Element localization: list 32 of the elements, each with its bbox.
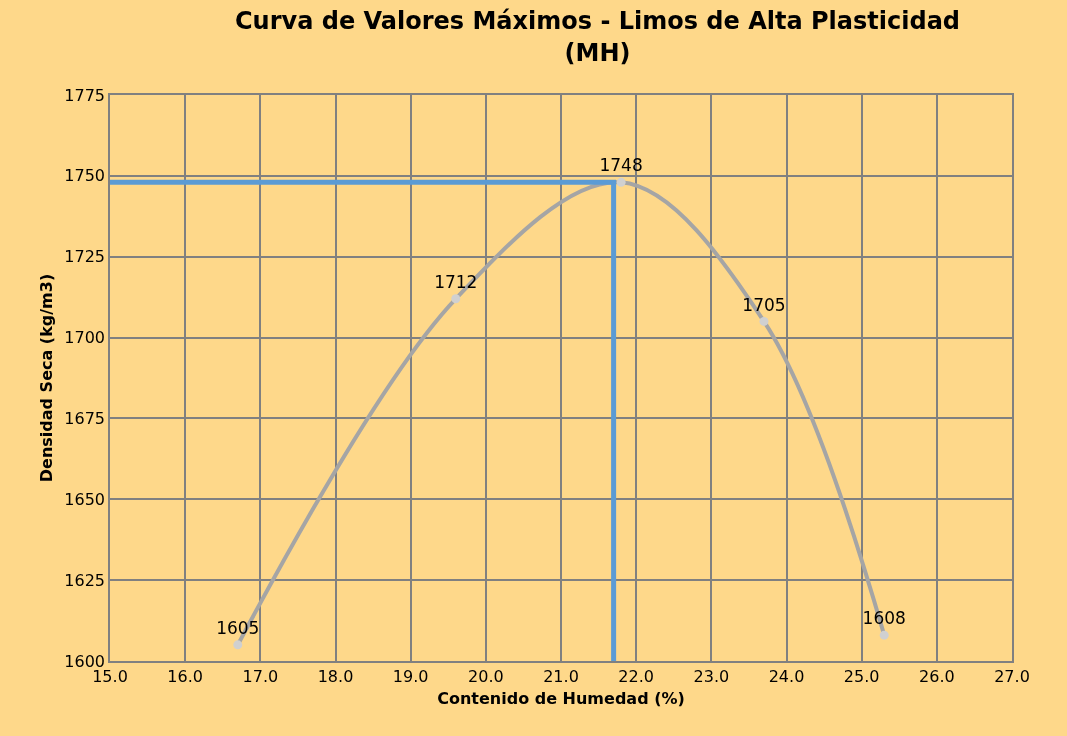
- x-tick-label: 16.0: [167, 666, 203, 686]
- point: [759, 316, 769, 326]
- y-tick-label: 1750: [64, 166, 106, 186]
- y-axis-title: Densidad Seca (kg/m3): [36, 273, 56, 483]
- x-axis-title: Contenido de Humedad (%): [437, 689, 685, 709]
- chart-title: Curva de Valores Máximos - Limos de Alta Plasticidad (MH): [235, 7, 961, 67]
- point: [451, 294, 461, 304]
- x-tick-label: 21.0: [543, 666, 579, 686]
- x-tick-label: 27.0: [994, 666, 1030, 686]
- x-tick-label: 17.0: [242, 666, 279, 686]
- x-tick-label: 25.0: [843, 666, 880, 686]
- x-tick-label: 19.0: [392, 666, 429, 686]
- data-label: 1605: [216, 617, 260, 638]
- data-label: 1705: [742, 294, 786, 315]
- point: [233, 640, 243, 650]
- y-tick-label: 1650: [64, 489, 106, 509]
- x-tick-label: 23.0: [693, 666, 730, 686]
- point: [879, 630, 889, 640]
- data-label: 1712: [434, 271, 478, 292]
- x-tick-label: 26.0: [919, 666, 955, 686]
- point: [616, 177, 626, 187]
- y-tick-label: 1775: [64, 85, 106, 105]
- y-tick-label: 1625: [64, 570, 106, 590]
- data-label: 1608: [862, 608, 906, 629]
- x-tick-label: 24.0: [768, 666, 805, 686]
- y-tick-label: 1675: [64, 409, 106, 429]
- x-tick-label: 22.0: [618, 666, 654, 686]
- data-label: 1748: [599, 155, 643, 176]
- x-tick-label: 18.0: [317, 666, 354, 686]
- x-tick-label: 20.0: [468, 666, 504, 686]
- y-tick-label: 1700: [64, 328, 106, 348]
- y-tick-label: 1725: [64, 247, 106, 267]
